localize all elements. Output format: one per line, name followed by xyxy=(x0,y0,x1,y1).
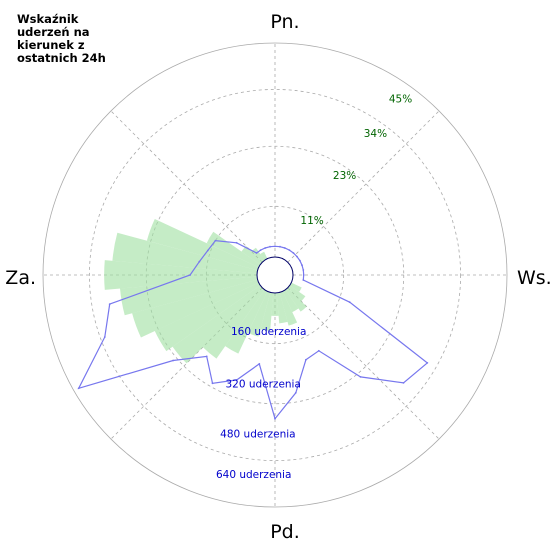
axis-labels: Pn. Ws. Pd. Za. 11% 23% 34% 45% 160 uderzeni… xyxy=(5,11,550,543)
percent-bars xyxy=(104,218,307,364)
count-point xyxy=(288,249,291,252)
count-point xyxy=(359,376,362,378)
count-point xyxy=(301,264,303,267)
percent-tick-label: 11% xyxy=(300,215,323,227)
count-point xyxy=(292,252,295,254)
count-point xyxy=(279,245,281,248)
count-point xyxy=(269,245,271,248)
count-outline xyxy=(77,239,429,420)
count-point xyxy=(302,274,305,276)
count-point xyxy=(258,363,261,365)
percent-bar xyxy=(172,285,263,364)
count-point xyxy=(235,379,238,381)
count-point xyxy=(259,249,262,252)
count-point xyxy=(108,303,111,305)
count-point xyxy=(302,269,305,271)
center-disc xyxy=(256,256,294,294)
count-point xyxy=(274,417,276,420)
south-label: Pd. xyxy=(270,521,300,543)
count-point xyxy=(402,382,405,384)
percent-bar xyxy=(285,287,307,312)
percent-bar xyxy=(282,289,299,313)
west-label: Za. xyxy=(5,267,36,289)
percent-bar xyxy=(120,276,258,316)
count-point xyxy=(103,336,106,338)
percent-bar xyxy=(225,289,268,354)
center-circle xyxy=(256,256,294,294)
percent-bar xyxy=(260,251,268,261)
east-label: Ws. xyxy=(517,267,550,289)
percent-bar xyxy=(146,218,259,271)
percent-bar xyxy=(251,247,265,263)
count-point xyxy=(214,239,217,242)
count-point xyxy=(205,355,208,358)
percent-bar xyxy=(260,292,274,332)
count-point xyxy=(299,259,301,262)
percent-bar xyxy=(154,282,261,352)
count-point xyxy=(348,301,351,304)
count-point xyxy=(198,260,201,263)
count-point xyxy=(255,252,258,254)
count-tick-label: 480 uderzenia xyxy=(220,428,295,440)
percent-tick-label: 45% xyxy=(389,93,412,105)
count-point xyxy=(274,245,276,248)
count-point xyxy=(235,241,238,244)
count-point xyxy=(317,349,320,352)
percent-bar xyxy=(112,232,258,274)
count-point xyxy=(283,247,286,249)
grid-ring xyxy=(42,42,508,508)
count-tick-label: 640 uderzenia xyxy=(216,469,291,481)
count-point xyxy=(294,391,297,394)
count-point xyxy=(296,255,298,258)
grid-spoke xyxy=(274,110,440,276)
count-point xyxy=(305,358,307,361)
percent-bar xyxy=(276,292,288,324)
percent-bar xyxy=(271,292,279,316)
percent-bar xyxy=(248,291,271,337)
count-tick-label: 160 uderzenia xyxy=(231,326,306,338)
percent-tick-label: 23% xyxy=(333,170,356,182)
count-tick-label: 320 uderzenia xyxy=(225,379,300,391)
count-point xyxy=(189,274,192,276)
count-point xyxy=(264,247,267,249)
polar-grid xyxy=(42,42,508,508)
chart-title: Wskaźnik uderzeń na kierunek z ostatnich… xyxy=(17,12,106,65)
percent-bar xyxy=(202,287,265,359)
grid-ring xyxy=(88,88,462,462)
percent-bar xyxy=(241,246,263,265)
percent-bar xyxy=(289,282,302,292)
count-point xyxy=(77,387,80,390)
north-label: Pn. xyxy=(270,11,299,33)
count-point xyxy=(172,359,175,362)
count-point xyxy=(206,249,209,252)
percent-tick-label: 34% xyxy=(364,128,387,140)
count-point xyxy=(426,362,429,364)
percent-bar xyxy=(132,279,259,338)
count-point xyxy=(211,382,214,385)
percent-bar xyxy=(104,260,258,290)
percent-bar xyxy=(287,285,306,302)
count-point xyxy=(302,279,305,281)
percent-bar xyxy=(279,291,298,326)
